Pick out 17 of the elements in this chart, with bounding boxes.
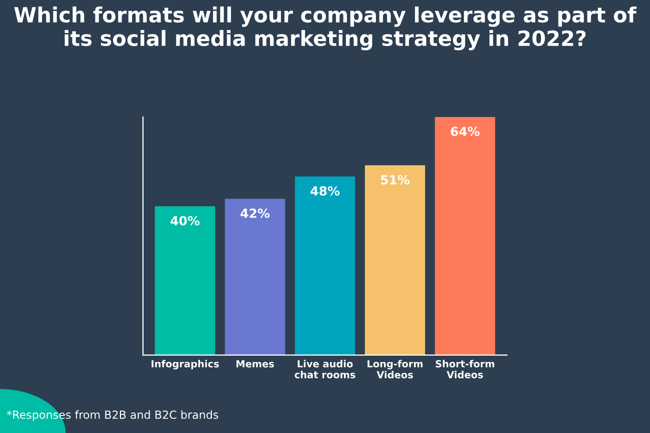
data-label: 51% <box>381 175 410 184</box>
bar <box>224 198 286 356</box>
x-tick-label: Memes <box>236 360 274 368</box>
bar <box>364 165 426 356</box>
chart-title: Which formats will your company leverage as part of its social media marketing strategy in 2022? <box>14 6 637 50</box>
x-tick-label: Short-form Videos <box>436 360 494 378</box>
data-label: 64% <box>450 126 480 136</box>
data-label: 40% <box>170 216 200 226</box>
bar <box>154 206 216 356</box>
x-tick-label: Live audio chat rooms <box>294 360 356 378</box>
x-tick-label: Infographics <box>152 360 219 370</box>
bar <box>434 116 496 356</box>
x-tick-label: Long-form Videos <box>368 360 423 378</box>
text: *Responses from B2B and B2C brands <box>6 410 218 422</box>
data-label: 48% <box>310 186 340 196</box>
data-label: 42% <box>240 208 270 218</box>
bar <box>294 176 356 356</box>
